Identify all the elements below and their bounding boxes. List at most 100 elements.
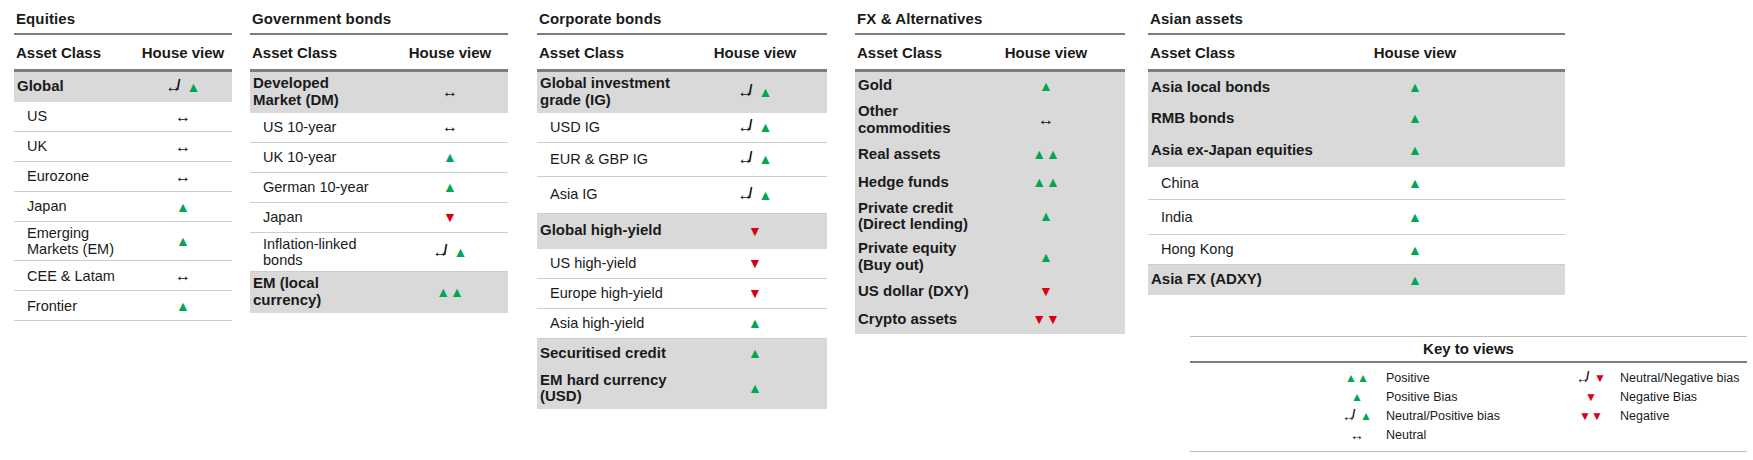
asset-class-label: RMB bonds bbox=[1148, 107, 1370, 130]
table-row: EUR & GBP IG↔/▲ bbox=[537, 143, 827, 177]
key-item-icon: ↔/▲ bbox=[1328, 409, 1386, 423]
neutral-view-icon: ↔ bbox=[175, 109, 191, 125]
asset-class-label: EM (local currency) bbox=[250, 272, 405, 312]
asset-class-label: USD IG bbox=[537, 116, 710, 138]
key-item-label: Neutral/Positive bias bbox=[1386, 409, 1500, 423]
asset-class-label: Japan bbox=[250, 206, 405, 228]
up-triangle-icon: ▲ bbox=[1408, 111, 1422, 125]
up-triangle-icon: ▲ bbox=[1360, 410, 1372, 422]
asset-table-asian-assets: Asian assetsAsset ClassHouse viewAsia lo… bbox=[1148, 8, 1565, 295]
key-item-icon: ▼ bbox=[1562, 391, 1620, 403]
asset-class-label: US 10-year bbox=[250, 116, 405, 138]
neutral-arrow-icon: ↔ bbox=[175, 109, 191, 125]
up-triangle-icon: ▲ bbox=[176, 234, 190, 248]
neutral-up-view-icon: ↔/▲ bbox=[433, 244, 468, 260]
table-row: Other commodities↔ bbox=[855, 100, 1125, 141]
house-view-cell: ↔ bbox=[138, 169, 228, 185]
up-view-icon: ▲ bbox=[443, 180, 457, 194]
column-header-house-view: House view bbox=[1370, 44, 1460, 61]
table-row: Private credit (Direct lending)▲ bbox=[855, 197, 1125, 238]
up-triangle-icon: ▲ bbox=[759, 152, 773, 166]
key-item-label: Negative bbox=[1620, 409, 1669, 423]
up-view-icon: ▲ bbox=[1351, 391, 1363, 403]
up-view-icon: ▲ bbox=[176, 200, 190, 214]
up-triangle-icon: ▲ bbox=[443, 150, 457, 164]
house-view-cell: ▲ bbox=[405, 150, 495, 164]
table-row: Asia high-yield▲ bbox=[537, 309, 827, 339]
up-triangle-icon: ▲ bbox=[1408, 210, 1422, 224]
down-triangle-icon: ▼ bbox=[748, 224, 762, 238]
key-title: Key to views bbox=[1190, 337, 1747, 363]
house-view-cell: ↔ bbox=[1001, 112, 1091, 128]
key-item-icon: ▲ bbox=[1328, 391, 1386, 403]
asset-class-label: Global high-yield bbox=[537, 219, 710, 242]
house-view-cell: ▲ bbox=[1370, 273, 1460, 287]
table-row: UK↔ bbox=[14, 132, 232, 162]
house-view-cell: ▲ bbox=[710, 381, 800, 395]
slash-icon: / bbox=[1586, 370, 1590, 382]
asset-class-label: Frontier bbox=[14, 295, 138, 317]
table-row: Inflation-linked bonds↔/▲ bbox=[250, 233, 508, 272]
asset-class-label: German 10-year bbox=[250, 176, 405, 198]
table-title: Government bonds bbox=[250, 8, 508, 35]
house-view-cell: ↔ bbox=[138, 268, 228, 284]
house-view-cell: ↔ bbox=[138, 139, 228, 155]
house-views-table: EquitiesAsset ClassHouse viewGlobal↔/▲US… bbox=[0, 0, 1753, 460]
house-view-cell: ▼ bbox=[710, 286, 800, 300]
neutral-view-icon: ↔ bbox=[175, 139, 191, 155]
key-legend: ▲▲Positive▲Positive Bias↔/▲Neutral/Posit… bbox=[1190, 368, 1747, 444]
house-view-cell: ▲▲ bbox=[1001, 175, 1091, 189]
house-view-cell: ↔ bbox=[405, 119, 495, 135]
house-view-cell: ▲ bbox=[1370, 143, 1460, 157]
down-triangle-icon: ▼ bbox=[1585, 391, 1597, 403]
down-view-icon: ▼ bbox=[748, 256, 762, 270]
slash-icon: / bbox=[749, 150, 754, 164]
double-up-triangle-icon: ▲▲ bbox=[1032, 175, 1060, 189]
up-triangle-icon: ▲ bbox=[1351, 391, 1363, 403]
up-view-icon: ▲ bbox=[1039, 250, 1053, 264]
table-row: Global↔/▲ bbox=[14, 72, 232, 102]
table-row: Hong Kong▲ bbox=[1148, 235, 1565, 265]
neutral-view-icon: ↔ bbox=[1038, 112, 1054, 128]
asset-class-label: Asia ex-Japan equities bbox=[1148, 139, 1370, 162]
down-view-icon: ▼ bbox=[748, 224, 762, 238]
asset-class-label: UK 10-year bbox=[250, 146, 405, 168]
slash-icon: / bbox=[1352, 408, 1356, 420]
house-view-cell: ▲ bbox=[1370, 243, 1460, 257]
house-view-cell: ▲ bbox=[1370, 80, 1460, 94]
table-header: Asset ClassHouse view bbox=[537, 35, 827, 72]
table-row: EM (local currency) ▲▲ bbox=[250, 272, 508, 313]
table-title: FX & Alternatives bbox=[855, 8, 1125, 35]
neutral-arrow-icon: ↔ bbox=[175, 139, 191, 155]
neutral-arrow-icon: ↔ bbox=[442, 119, 458, 135]
table-row: Japan ▲ bbox=[14, 192, 232, 222]
house-view-cell: ▲▲ bbox=[405, 285, 495, 299]
table-row: India▲ bbox=[1148, 200, 1565, 235]
house-view-cell: ▲ bbox=[710, 316, 800, 330]
column-header-house-view: House view bbox=[138, 44, 228, 61]
house-view-cell: ▼ bbox=[710, 256, 800, 270]
house-view-cell: ↔/▲ bbox=[138, 79, 228, 95]
house-view-cell: ▲ bbox=[138, 200, 228, 214]
key-item-label: Neutral bbox=[1386, 428, 1426, 442]
house-view-cell: ▲ bbox=[1001, 209, 1091, 223]
asset-class-label: Japan bbox=[14, 195, 138, 217]
up-triangle-icon: ▲ bbox=[443, 180, 457, 194]
key-item: ▼Negative Bias bbox=[1562, 387, 1747, 406]
neutral-view-icon: ↔ bbox=[442, 119, 458, 135]
up-triangle-icon: ▲ bbox=[748, 316, 762, 330]
key-item-icon: ↔/▼ bbox=[1562, 371, 1620, 385]
table-row: Crypto assets▼▼ bbox=[855, 306, 1125, 334]
table-row: RMB bonds ▲ bbox=[1148, 103, 1565, 134]
double-up-triangle-icon: ▲▲ bbox=[436, 285, 464, 299]
column-header-asset-class: Asset Class bbox=[250, 44, 337, 61]
neutral-arrow-icon: ↔ bbox=[442, 84, 458, 100]
key-item: ▲Positive Bias bbox=[1328, 387, 1562, 406]
table-header: Asset Class House view bbox=[250, 35, 508, 72]
up-view-icon: ▲ bbox=[176, 299, 190, 313]
asset-class-label: Asia FX (ADXY) bbox=[1148, 268, 1370, 291]
neutral-view-icon: ↔ bbox=[1350, 428, 1364, 442]
up-triangle-icon: ▲ bbox=[1039, 79, 1053, 93]
up-view-icon: ▲ bbox=[176, 234, 190, 248]
column-header-house-view: House view bbox=[405, 44, 495, 61]
